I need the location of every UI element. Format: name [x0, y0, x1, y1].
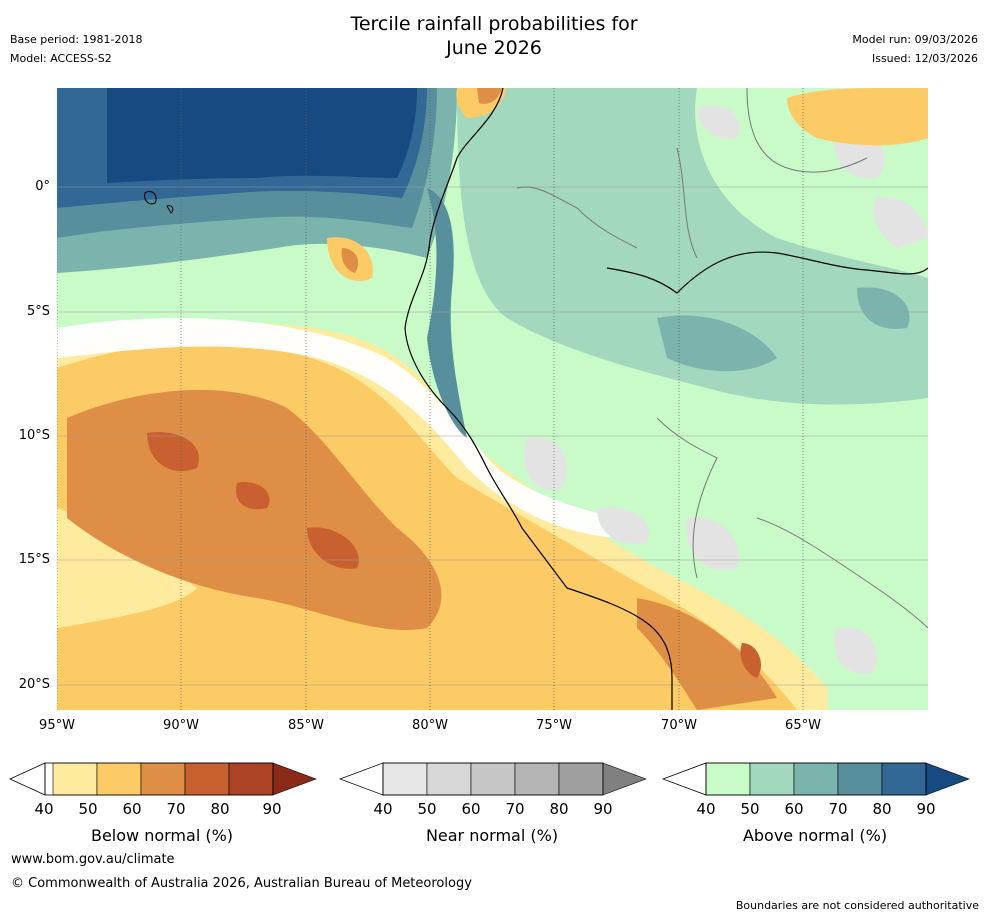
- near-normal-patch: [524, 437, 878, 674]
- meta-left: Base period: 1981-2018 Model: ACCESS-S2: [10, 30, 142, 68]
- below-tick-50: 50: [78, 800, 98, 818]
- above-tick-40: 40: [696, 800, 716, 818]
- near-tick-60: 60: [461, 800, 481, 818]
- below-tick-80: 80: [210, 800, 230, 818]
- near-swatch-2: [470, 762, 516, 796]
- colorbar-near-title: Near normal (%): [425, 826, 559, 845]
- graticule: [57, 88, 928, 710]
- lon-label-65w: 65°W: [785, 718, 821, 733]
- above-extend-low: [661, 762, 707, 796]
- colorbar-near: [338, 762, 649, 834]
- title-line-1: Tercile rainfall probabilities for: [350, 13, 638, 35]
- near-swatch-1: [426, 762, 472, 796]
- lat-label-15s: 15°S: [18, 552, 50, 567]
- colorbar-above: [661, 762, 972, 834]
- below-swatch-1: [96, 762, 142, 796]
- above-extend-high: [925, 762, 970, 796]
- lon-label-80w: 80°W: [412, 718, 448, 733]
- lat-label-20s: 20°S: [18, 677, 50, 692]
- website-link[interactable]: www.bom.gov.au/climate: [11, 852, 175, 867]
- above-tick-50: 50: [740, 800, 760, 818]
- below-swatch-3: [184, 762, 230, 796]
- above-normal-interior-60: [657, 287, 910, 372]
- below-normal-60b: [637, 598, 777, 710]
- above-swatch-3: [837, 762, 883, 796]
- map-title: Tercile rainfall probabilities for June …: [0, 12, 988, 60]
- colorbar-above-title: Above normal (%): [742, 826, 888, 845]
- below-tick-70: 70: [166, 800, 186, 818]
- near-swatch-3: [514, 762, 560, 796]
- near-tick-70: 70: [505, 800, 525, 818]
- above-swatch-2: [793, 762, 839, 796]
- near-tick-80: 80: [549, 800, 569, 818]
- above-swatch-0: [705, 762, 751, 796]
- near-extend-high: [602, 762, 647, 796]
- above-normal-90: [107, 88, 417, 183]
- colorbar-below-title: Below normal (%): [90, 826, 234, 845]
- lon-label-95w: 95°W: [39, 718, 75, 733]
- lon-label-85w: 85°W: [288, 718, 324, 733]
- below-swatch-0: [52, 762, 98, 796]
- neutral-band: [57, 318, 617, 538]
- above-tick-60: 60: [784, 800, 804, 818]
- rainfall-probability-map: [57, 88, 928, 710]
- above-tick-80: 80: [872, 800, 892, 818]
- copyright-text: © Commonwealth of Australia 2026, Austra…: [11, 876, 472, 891]
- lat-label-10s: 10°S: [18, 428, 50, 443]
- meta-right: Model run: 09/03/2026 Issued: 12/03/2026: [852, 30, 978, 68]
- above-normal-coastal: [427, 188, 467, 438]
- below-tick-40: 40: [34, 800, 54, 818]
- near-tick-90: 90: [593, 800, 613, 818]
- below-tick-90: 90: [262, 800, 282, 818]
- below-extend-high: [272, 762, 317, 796]
- colorbar-below-swatches: [9, 762, 317, 796]
- near-swatch-4: [558, 762, 604, 796]
- lat-label-0: 0°: [35, 179, 50, 194]
- lat-label-5s: 5°S: [26, 304, 50, 319]
- below-swatch-2: [140, 762, 186, 796]
- above-tick-70: 70: [828, 800, 848, 818]
- near-extend-low: [338, 762, 384, 796]
- country-borders: [516, 88, 928, 629]
- issued-date: Issued: 12/03/2026: [871, 52, 978, 65]
- above-swatch-4: [881, 762, 927, 796]
- near-tick-40: 40: [373, 800, 393, 818]
- coastline: [404, 88, 673, 710]
- disclaimer-text: Boundaries are not considered authoritat…: [735, 899, 979, 912]
- model-name: Model: ACCESS-S2: [10, 52, 112, 65]
- model-run: Model run: 09/03/2026: [852, 33, 978, 46]
- above-swatch-1: [749, 762, 795, 796]
- colorbar-above-swatches: [661, 762, 970, 796]
- below-normal-north: [327, 88, 928, 282]
- colorbar-below: [9, 762, 319, 834]
- base-period: Base period: 1981-2018: [10, 33, 143, 46]
- near-tick-50: 50: [417, 800, 437, 818]
- colorbar-near-swatches: [338, 762, 647, 796]
- near-swatch-0: [382, 762, 428, 796]
- lon-label-90w: 90°W: [163, 718, 199, 733]
- galapagos-islands: [144, 190, 174, 214]
- below-extend-low: [9, 762, 46, 796]
- amazon-river: [606, 251, 928, 294]
- lon-label-70w: 70°W: [661, 718, 697, 733]
- below-tick-60: 60: [122, 800, 142, 818]
- map-canvas: [57, 88, 928, 710]
- above-tick-90: 90: [916, 800, 936, 818]
- lon-label-75w: 75°W: [536, 718, 572, 733]
- below-swatch-4: [228, 762, 274, 796]
- title-line-2: June 2026: [446, 37, 542, 59]
